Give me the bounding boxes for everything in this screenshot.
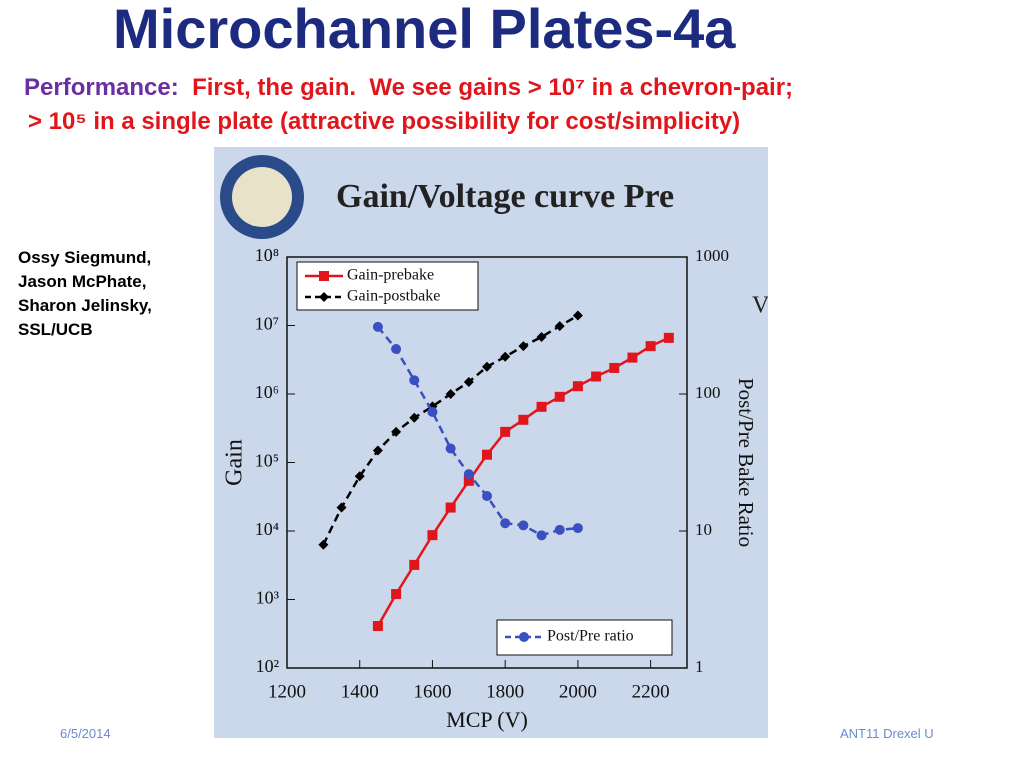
data-point <box>391 426 402 437</box>
data-point <box>627 352 638 363</box>
x-tick-label: 2000 <box>559 681 597 702</box>
data-point <box>445 389 456 399</box>
data-point <box>427 406 438 417</box>
chart-title: Gain/Voltage curve Pre <box>336 178 674 215</box>
x-tick-label: 1400 <box>341 681 379 702</box>
author: SSL/UCB <box>18 320 93 339</box>
author: Sharon Jelinsky, <box>18 296 152 315</box>
authors: Ossy Siegmund, Jason McPhate, Sharon Jelin… <box>18 222 152 342</box>
legend-marker <box>519 632 529 642</box>
data-point <box>518 341 529 352</box>
footer-date: 6/5/2014 <box>60 726 111 741</box>
data-point <box>445 502 456 513</box>
data-point <box>645 341 656 352</box>
data-point <box>500 351 511 362</box>
y-tick-label: 10³ <box>256 588 280 608</box>
data-point <box>445 443 456 454</box>
data-point <box>318 539 329 550</box>
y2-tick-label: 1000 <box>695 246 729 265</box>
y-tick-label: 10² <box>256 656 279 676</box>
data-point <box>427 530 438 541</box>
data-point <box>536 530 547 541</box>
data-point <box>554 391 565 402</box>
author: Jason McPhate, <box>18 272 147 291</box>
data-point <box>500 518 511 529</box>
line1: First, the gain. We see gains > 10⁷ in a… <box>192 74 794 101</box>
logo-inner <box>232 167 292 227</box>
data-point <box>482 449 492 460</box>
y-tick-label: 10⁴ <box>255 519 279 539</box>
data-point <box>391 589 402 600</box>
legend-box <box>296 261 479 311</box>
footer-venue: ANT11 Drexel U <box>840 726 934 741</box>
x-tick-label: 1200 <box>268 681 306 702</box>
data-point <box>372 321 383 332</box>
annotation: V <box>752 293 768 319</box>
lead: Performance: <box>24 74 179 101</box>
y-tick-label: 10⁵ <box>255 451 279 471</box>
data-point <box>463 475 474 486</box>
author: Ossy Siegmund, <box>18 248 152 267</box>
y-tick-label: 10⁸ <box>255 245 279 265</box>
y2-tick-label: 10 <box>695 520 712 539</box>
data-point <box>482 491 492 502</box>
x-tick-label: 1600 <box>413 681 451 702</box>
y-tick-label: 10⁶ <box>255 382 279 402</box>
x-axis-label: MCP (V) <box>446 707 528 732</box>
data-point <box>391 344 402 355</box>
y2-axis-label: Post/Pre Bake Ratio <box>734 378 758 547</box>
data-point <box>336 502 347 513</box>
data-point <box>372 445 383 456</box>
legend-marker <box>319 292 329 302</box>
y-tick-label: 10⁷ <box>255 314 279 334</box>
data-point <box>409 375 420 386</box>
data-point <box>372 621 383 632</box>
data-point <box>518 414 529 425</box>
data-point <box>554 524 565 535</box>
slide-title: Microchannel Plates-4a <box>113 0 736 60</box>
y2-tick-label: 1 <box>695 657 704 676</box>
data-point <box>482 361 492 372</box>
data-point <box>572 523 583 534</box>
data-point <box>536 331 547 342</box>
data-point <box>463 376 474 387</box>
data-point <box>500 426 511 437</box>
chart: Gain/Voltage curve Pre V 1200 1400 1600 1800 2… <box>214 147 768 738</box>
data-point <box>354 471 365 482</box>
legend-label: Gain-prebake <box>347 267 434 284</box>
legend-marker <box>319 271 329 281</box>
data-point <box>572 310 583 321</box>
subtitle: Performance: First, the gain. We see gai… <box>24 74 793 102</box>
data-point <box>518 520 529 531</box>
data-point <box>554 321 565 332</box>
chart-background <box>214 147 768 738</box>
data-point <box>409 412 420 423</box>
x-tick-label: 1800 <box>486 681 524 702</box>
data-point <box>572 381 583 392</box>
data-point <box>609 362 620 373</box>
data-point <box>663 332 674 343</box>
line2: > 10⁵ in a single plate (attractive poss… <box>28 108 741 135</box>
data-point <box>409 559 420 570</box>
x-tick-label: 2200 <box>632 681 670 702</box>
data-point <box>591 371 602 382</box>
legend-label: Post/Pre ratio <box>547 628 634 645</box>
data-point <box>463 469 474 480</box>
legend-label: Gain-postbake <box>347 288 440 305</box>
y2-tick-label: 100 <box>695 383 721 402</box>
y-axis-label: Gain <box>222 439 248 486</box>
data-point <box>536 401 547 412</box>
